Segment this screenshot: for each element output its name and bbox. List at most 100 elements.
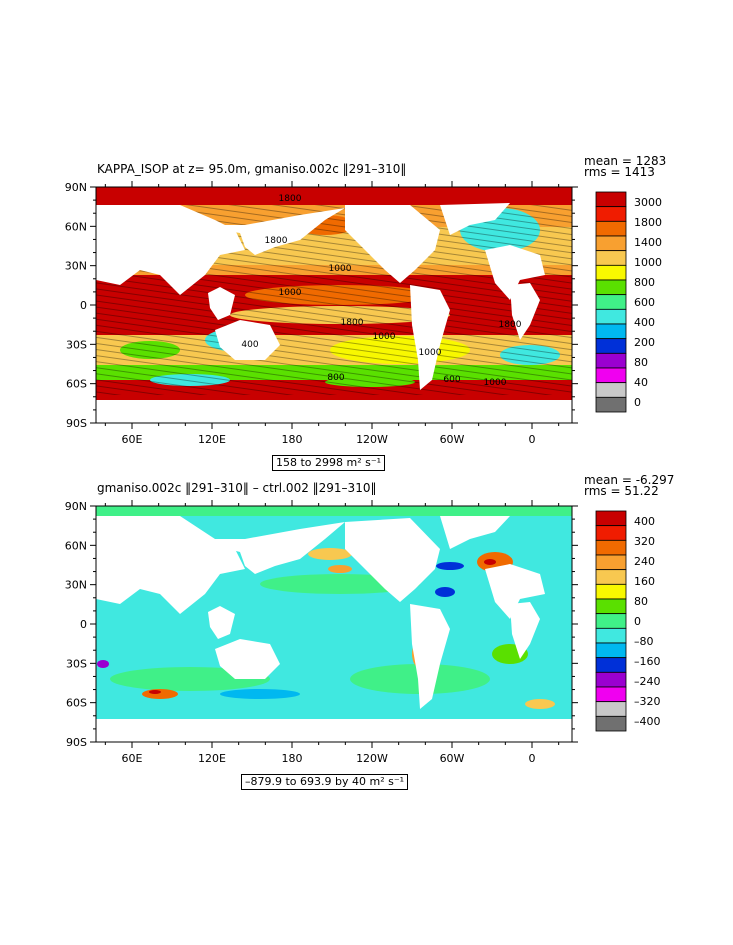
- colorbar-swatch: [595, 264, 627, 281]
- colorbar-label: 1400: [634, 236, 662, 249]
- panel2-stats: mean = -6.297 rms = 51.22: [584, 473, 675, 497]
- contour-label: 400: [241, 340, 258, 350]
- colorbar-swatch: [595, 396, 627, 413]
- colorbar-swatch: [595, 583, 627, 600]
- colorbar-label: –240: [634, 675, 661, 688]
- lat-tick-label: 90S: [66, 417, 87, 430]
- colorbar-swatch: [595, 279, 627, 296]
- colorbar-label: 0: [634, 396, 641, 409]
- colorbar-swatch: [595, 294, 627, 310]
- colorbar-label: 1000: [634, 256, 662, 269]
- lon-tick-label: 60E: [122, 752, 143, 765]
- colorbar-label: 80: [634, 595, 648, 608]
- contour-label: 600: [443, 375, 460, 385]
- lon-tick-label: 60W: [440, 433, 465, 446]
- colorbar-label: 1800: [634, 216, 662, 229]
- panel2-range-label: –879.9 to 693.9 by 40 m² s⁻¹: [241, 774, 409, 790]
- lon-tick-label: 0: [529, 752, 536, 765]
- colorbar-swatch: [595, 308, 627, 325]
- panel2-map: 90N 60N 30N 0 30S 60S 90S 60E 120E 180 120W 60W 0: [65, 500, 578, 765]
- panel1-stats: mean = 1283 rms = 1413: [584, 155, 666, 179]
- panel2-axes: 90N 60N 30N 0 30S 60S 90S 60E 120E 180 120W 60W 0: [65, 500, 578, 765]
- colorbar-label: 800: [634, 276, 655, 289]
- colorbar-swatch: [595, 627, 627, 644]
- colorbar-swatch: [595, 715, 627, 732]
- colorbar-swatch: [595, 206, 627, 222]
- colorbar-label: –160: [634, 655, 661, 668]
- colorbar-swatch: [595, 642, 627, 659]
- lat-tick-label: 60S: [66, 697, 87, 710]
- colorbar-label: 160: [634, 575, 655, 588]
- lat-tick-label: 90N: [65, 181, 87, 194]
- colorbar-swatch: [595, 657, 627, 673]
- colorbar-swatch: [595, 382, 627, 398]
- colorbar-swatch: [595, 323, 627, 340]
- colorbar-label: 320: [634, 535, 655, 548]
- lat-tick-label: 30S: [66, 657, 87, 670]
- lat-tick-label: 90S: [66, 736, 87, 749]
- colorbar-swatch: [595, 510, 627, 527]
- contour-label: 1800: [279, 194, 302, 204]
- lat-tick-label: 30N: [65, 579, 87, 592]
- colorbar-swatch: [595, 191, 627, 208]
- colorbar-swatch: [595, 613, 627, 629]
- colorbar-label: 400: [634, 515, 655, 528]
- panel1-range-label: 158 to 2998 m² s⁻¹: [272, 455, 386, 471]
- colorbar-label: –400: [634, 715, 661, 728]
- colorbar-label: 0: [634, 615, 641, 628]
- colorbar-swatch: [595, 338, 627, 354]
- panel2-colorbar: 400 320 240 160 80 0 –80 –160 –240 –320 –400: [595, 510, 661, 732]
- colorbar-swatch: [595, 686, 627, 703]
- lon-tick-label: 120W: [356, 433, 388, 446]
- panel1-contour-labels: 1800 1800 1000 1000 1800 400 1000 1000 1800 800 60…: [241, 194, 521, 388]
- contour-label: 1000: [279, 288, 302, 298]
- colorbar-label: 40: [634, 376, 648, 389]
- colorbar-label: –80: [634, 635, 654, 648]
- panel2-title: gmaniso.002c ‖291–310‖ – ctrl.002 ‖291–3…: [97, 481, 377, 495]
- lat-tick-label: 0: [80, 618, 87, 631]
- panel1-map: 90N 60N 30N 0 30S 60S 90S 60E 120E 180 120W 60W 0 18…: [65, 181, 578, 446]
- colorbar-swatch: [595, 367, 627, 384]
- lon-tick-label: 180: [282, 752, 303, 765]
- colorbar-swatch: [595, 598, 627, 615]
- lat-tick-label: 90N: [65, 500, 87, 513]
- lat-tick-label: 60S: [66, 378, 87, 391]
- colorbar-label: 3000: [634, 196, 662, 209]
- lon-tick-label: 120W: [356, 752, 388, 765]
- colorbar-swatch: [595, 539, 627, 556]
- lat-tick-label: 60N: [65, 220, 87, 233]
- colorbar-label: 200: [634, 336, 655, 349]
- contour-label: 1800: [499, 320, 522, 330]
- colorbar-swatch: [595, 569, 627, 585]
- lat-tick-label: 0: [80, 299, 87, 312]
- colorbar-swatch: [595, 554, 627, 571]
- colorbar-label: 600: [634, 296, 655, 309]
- lon-tick-label: 180: [282, 433, 303, 446]
- colorbar-label: 80: [634, 356, 648, 369]
- contour-label: 800: [327, 373, 344, 383]
- colorbar-swatch: [595, 352, 627, 369]
- contour-label: 1800: [265, 236, 288, 246]
- colorbar-swatch: [595, 701, 627, 717]
- lat-tick-label: 60N: [65, 539, 87, 552]
- colorbar-swatch: [595, 220, 627, 237]
- lat-tick-label: 30S: [66, 338, 87, 351]
- colorbar-swatch: [595, 235, 627, 252]
- lon-tick-label: 120E: [198, 752, 226, 765]
- lon-tick-label: 60E: [122, 433, 143, 446]
- panel2-mean: mean = -6.297: [584, 473, 675, 487]
- lat-tick-label: 30N: [65, 260, 87, 273]
- lon-tick-label: 0: [529, 433, 536, 446]
- colorbar-label: 400: [634, 316, 655, 329]
- contour-label: 1000: [373, 332, 396, 342]
- contour-label: 1000: [484, 378, 507, 388]
- colorbar-label: 240: [634, 555, 655, 568]
- colorbar-swatch: [595, 525, 627, 541]
- colorbar-label: –320: [634, 695, 661, 708]
- lon-tick-label: 120E: [198, 433, 226, 446]
- lon-tick-label: 60W: [440, 752, 465, 765]
- panel1-axes: 90N 60N 30N 0 30S 60S 90S 60E 120E 180 120W 60W 0: [65, 181, 578, 446]
- panel1-rms: rms = 1413: [584, 165, 655, 179]
- colorbar-swatch: [595, 671, 627, 688]
